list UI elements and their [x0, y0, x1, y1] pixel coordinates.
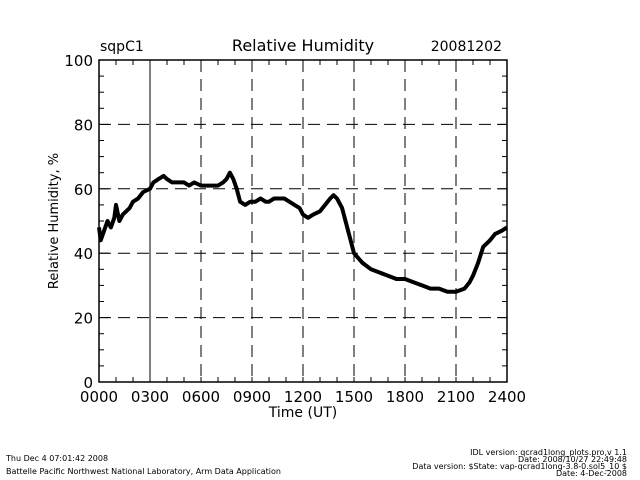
x-tick-label: 2400: [488, 388, 526, 406]
footer-idl-version: IDL version: qcrad1long_plots.pro,v 1.1: [470, 448, 627, 457]
y-tick-label: 100: [64, 52, 93, 70]
footer-datetime: Thu Dec 4 07:01:42 2008: [5, 454, 108, 463]
x-tick-label: 0300: [131, 388, 169, 406]
x-tick-label: 1200: [284, 388, 322, 406]
plot-frame: [98, 59, 508, 383]
x-tick-label: 2100: [437, 388, 475, 406]
y-axis-label: Relative Humidity, %: [47, 153, 62, 289]
footer-data-date: Date: 4-Dec-2008: [556, 469, 627, 478]
grid: [99, 60, 507, 382]
chart-title: Relative Humidity: [232, 36, 374, 55]
x-tick-label: 0600: [182, 388, 220, 406]
site-label: sqpC1: [100, 39, 144, 55]
y-tick-label: 80: [74, 116, 93, 134]
footer-org: Battelle Pacific Northwest National Labo…: [6, 467, 281, 476]
x-axis-label: Time (UT): [268, 405, 337, 421]
footer-data-version: Data version: $State: vap-qcrad1long-3.8…: [412, 462, 627, 471]
x-tick-label: 1500: [335, 388, 373, 406]
y-tick-label: 0: [83, 374, 93, 392]
y-tick-label: 20: [74, 310, 93, 328]
y-tick-label: 40: [74, 245, 93, 263]
x-tick-label: 0000: [80, 388, 118, 406]
footer-idl-date: Date: 2008/10/27 22:49:48: [518, 455, 627, 464]
date-label: 20081202: [431, 39, 502, 55]
x-tick-label: 1800: [386, 388, 424, 406]
x-tick-label: 0900: [233, 388, 271, 406]
series-line-rh: [97, 170, 509, 294]
y-tick-label: 60: [74, 181, 93, 199]
